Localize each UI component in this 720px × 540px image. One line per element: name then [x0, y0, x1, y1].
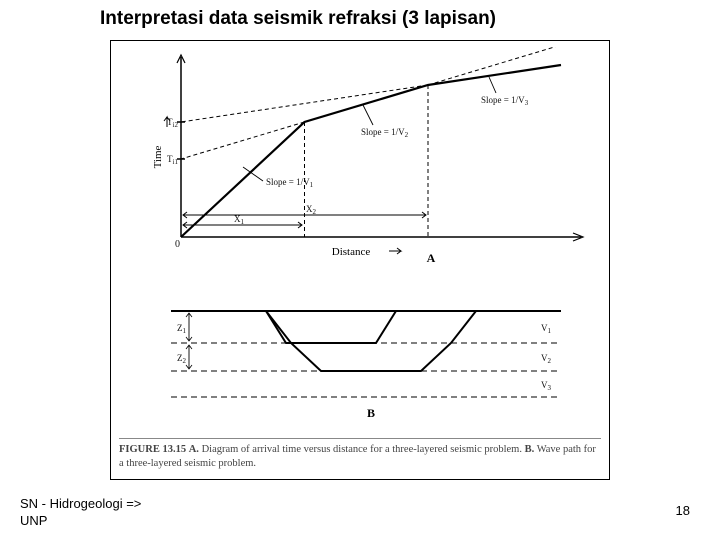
- ray-deep: [266, 311, 476, 371]
- dashed-back-seg3: [181, 85, 428, 122]
- dashed-fwd-seg2: [428, 47, 561, 85]
- slope2-leader: [363, 105, 373, 125]
- footer-line1: SN - Hidrogeologi =>: [20, 496, 141, 513]
- x1-label: X1: [234, 214, 245, 226]
- caption-textA: Diagram of arrival time versus distance …: [202, 444, 522, 455]
- y-axis-label: Time: [152, 145, 164, 168]
- ti1-label: Ti1: [167, 154, 178, 166]
- ray-shallow: [266, 311, 396, 343]
- panel-b-svg: Z1 Z2 V1 V2 V3 B: [121, 291, 601, 421]
- x2-label: X2: [306, 204, 317, 216]
- panel-a-svg: Time Distance 0 Ti1 Ti2 X1 X2 Slo: [121, 47, 601, 267]
- z1-label: Z1: [177, 323, 187, 335]
- caption-partB: B.: [525, 444, 535, 455]
- distance-arrow-icon: [389, 248, 401, 254]
- page-number: 18: [676, 503, 690, 518]
- fig-number: FIGURE 13.15: [119, 444, 186, 455]
- slope1-label: Slope = 1/V1: [266, 177, 314, 189]
- caption-partA: A.: [189, 444, 199, 455]
- v2-label: V2: [541, 353, 552, 365]
- figure-caption: FIGURE 13.15 A. Diagram of arrival time …: [119, 438, 601, 471]
- figure-frame: Time Distance 0 Ti1 Ti2 X1 X2 Slo: [110, 40, 610, 480]
- slope3-label: Slope = 1/V3: [481, 95, 529, 107]
- footer-left: SN - Hidrogeologi => UNP: [20, 496, 141, 530]
- slide-title: Interpretasi data seismik refraksi (3 la…: [100, 8, 496, 30]
- z2-label: Z2: [177, 353, 187, 365]
- footer-line2: UNP: [20, 513, 141, 530]
- v1-label: V1: [541, 323, 552, 335]
- ti2-label: Ti2: [167, 117, 178, 129]
- x-axis-label: Distance: [332, 246, 371, 258]
- panel-a-label: A: [427, 251, 436, 265]
- travel-time-curve: [181, 65, 561, 237]
- v3-label: V3: [541, 380, 552, 392]
- slope2-label: Slope = 1/V2: [361, 127, 409, 139]
- origin-label: 0: [175, 239, 180, 250]
- panel-b-label: B: [367, 406, 375, 420]
- slope3-leader: [489, 77, 496, 93]
